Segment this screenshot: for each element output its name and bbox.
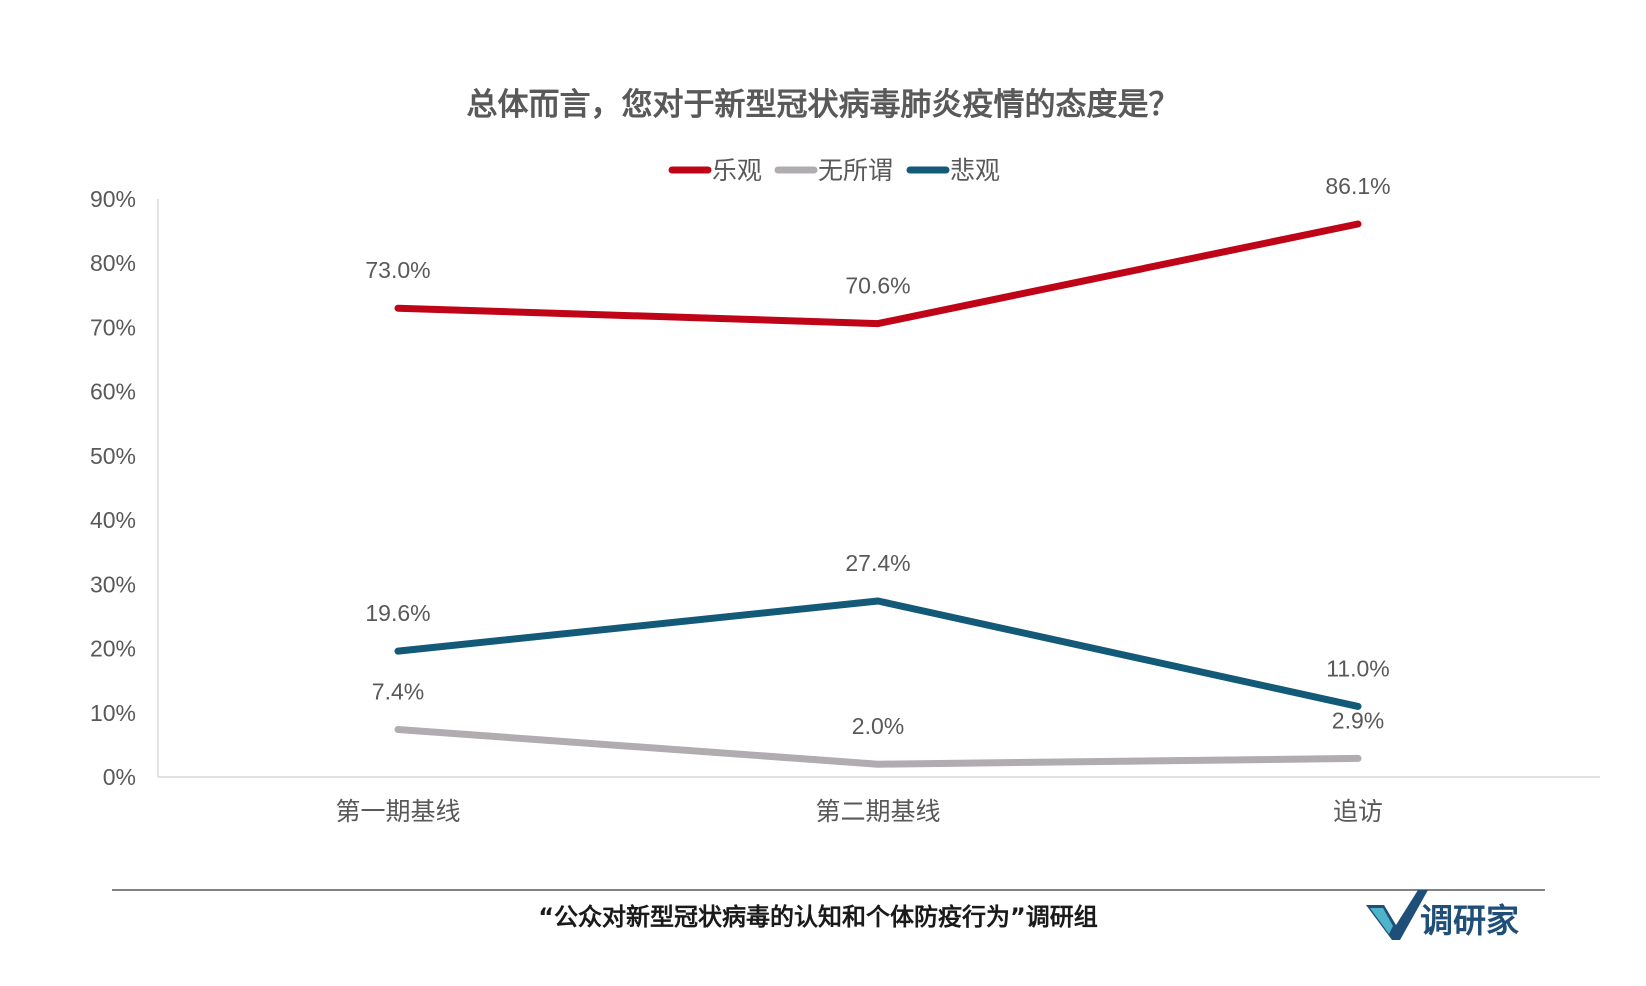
legend-label: 悲观 [950, 156, 1000, 185]
checkmark-icon [1366, 890, 1428, 940]
data-label: 19.6% [365, 600, 430, 626]
x-tick-label: 追访 [1333, 797, 1383, 826]
chart-title: 总体而言，您对于新型冠状病毒肺炎疫情的态度是？ [467, 87, 1180, 123]
series-lines [394, 220, 1362, 768]
x-tick-label: 第二期基线 [815, 797, 940, 826]
data-label: 7.4% [372, 678, 424, 704]
y-tick-label: 0% [103, 764, 136, 790]
brand-logo: 调研家 [1366, 890, 1519, 940]
y-tick-label: 30% [90, 571, 136, 597]
legend-item-2: 无所谓 [774, 156, 893, 185]
data-label: 2.9% [1332, 707, 1384, 733]
legend: 乐观 无所谓 悲观 [668, 156, 1000, 185]
series-line-3 [394, 597, 1362, 710]
y-tick-label: 60% [90, 379, 136, 405]
y-tick-label: 70% [90, 314, 136, 340]
y-tick-label: 90% [90, 186, 136, 212]
data-label: 86.1% [1325, 173, 1390, 199]
data-label: 73.0% [365, 257, 430, 283]
y-tick-label: 50% [90, 443, 136, 469]
y-axis: 0% 10% 20% 30% 40% 50% 60% 70% 80% 90% [90, 186, 159, 790]
data-label: 2.0% [852, 713, 904, 739]
y-tick-label: 10% [90, 700, 136, 726]
y-tick-label: 20% [90, 636, 136, 662]
x-axis: 第一期基线 第二期基线 追访 [158, 776, 1600, 826]
data-labels: 73.0% 70.6% 86.1% 7.4% 2.0% 2.9% 19.6% 27.4% 11.… [365, 173, 1390, 739]
checkmark-accent-icon [1370, 908, 1393, 934]
y-tick-label: 40% [90, 507, 136, 533]
legend-item-1: 乐观 [668, 156, 762, 185]
legend-label: 无所谓 [818, 156, 893, 185]
data-label: 11.0% [1326, 655, 1390, 681]
y-tick-label: 80% [90, 250, 136, 276]
x-tick-label: 第一期基线 [335, 797, 460, 826]
series-line-1 [394, 220, 1362, 328]
data-label: 70.6% [845, 273, 910, 299]
legend-label: 乐观 [712, 156, 762, 185]
footer-source: “公众对新型冠状病毒的认知和个体防疫行为”调研组 [538, 903, 1098, 931]
series-line-2 [394, 726, 1362, 768]
legend-item-3: 悲观 [906, 156, 1000, 185]
data-label: 27.4% [845, 550, 910, 576]
brand-name: 调研家 [1420, 901, 1519, 940]
